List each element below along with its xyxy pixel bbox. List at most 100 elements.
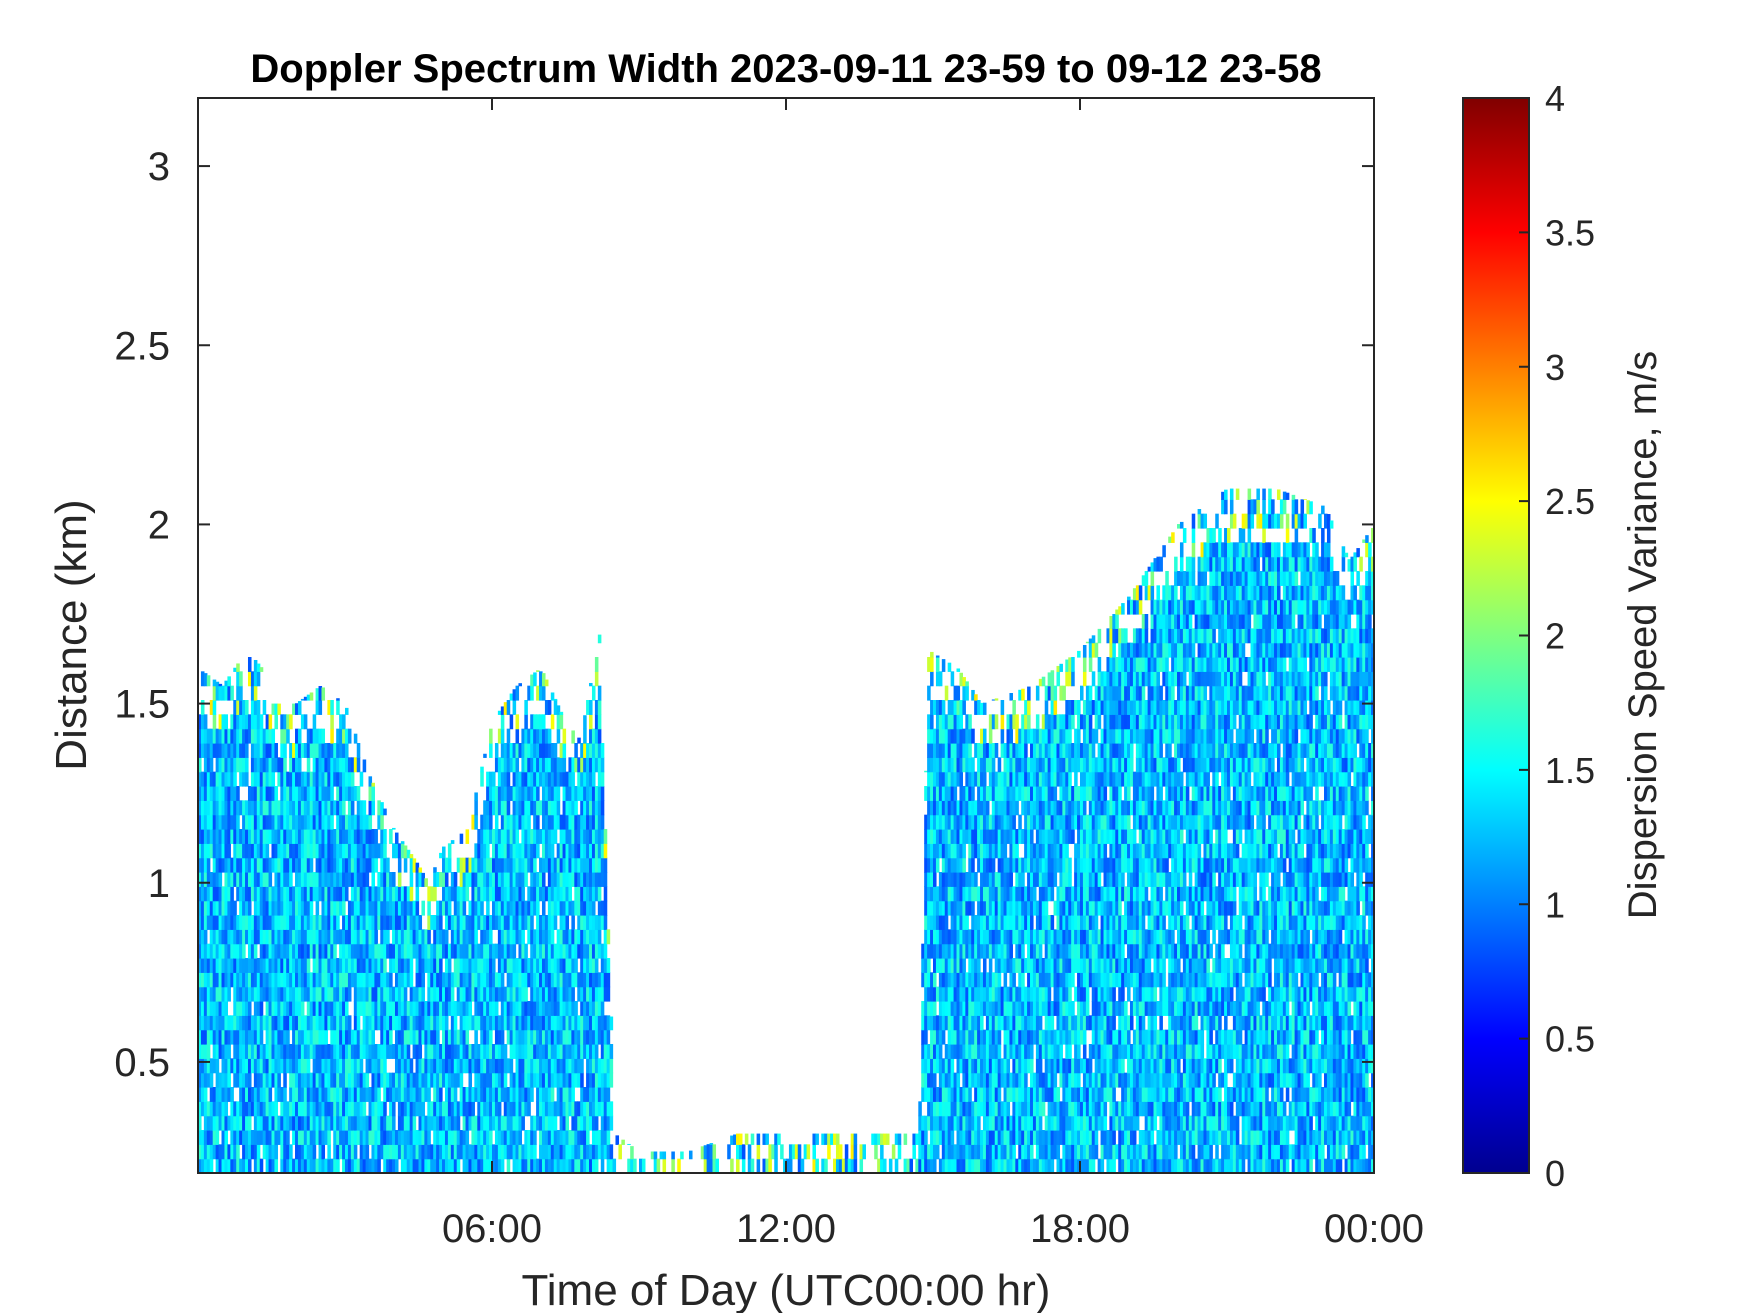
heatmap-cell (935, 886, 940, 902)
heatmap-cell (424, 1144, 428, 1160)
heatmap-cell (527, 1087, 531, 1102)
heatmap-cell (362, 886, 367, 902)
heatmap-cell (597, 700, 602, 715)
heatmap-cell (459, 900, 464, 916)
heatmap-cell (318, 728, 323, 744)
heatmap-cell (283, 1101, 287, 1117)
heatmap-cell (577, 843, 581, 859)
heatmap-cell (583, 786, 587, 801)
heatmap-cell (312, 1015, 317, 1031)
heatmap-cell (345, 757, 349, 773)
heatmap-cell (550, 886, 555, 902)
heatmap-cell (539, 757, 543, 773)
heatmap-cell (295, 1115, 299, 1131)
heatmap-cell (556, 1101, 561, 1117)
heatmap-cell (221, 786, 226, 801)
heatmap-cell (286, 814, 290, 830)
heatmap-cell (924, 929, 928, 945)
heatmap-cell (515, 886, 520, 902)
heatmap-cell (239, 1072, 243, 1088)
heatmap-cell (242, 915, 246, 930)
heatmap-cell (315, 700, 320, 715)
heatmap-cell (930, 714, 934, 730)
heatmap-cell (274, 872, 278, 887)
heatmap-cell (550, 943, 555, 959)
heatmap-cell (965, 1130, 969, 1145)
heatmap-cell (247, 814, 252, 830)
heatmap-cell (489, 1115, 493, 1131)
heatmap-cell (506, 757, 511, 773)
heatmap-cell (1012, 1101, 1016, 1117)
heatmap-cell (1006, 1058, 1011, 1074)
heatmap-cell (715, 1158, 719, 1173)
heatmap-cell (515, 743, 520, 758)
heatmap-cell (295, 915, 299, 930)
heatmap-cell (982, 702, 987, 715)
heatmap-cell (506, 986, 511, 1002)
heatmap-cell (480, 1044, 484, 1059)
heatmap-cell (400, 1144, 405, 1160)
heatmap-cell (321, 1144, 326, 1160)
heatmap-cell (330, 958, 334, 973)
heatmap-cell (247, 1115, 252, 1131)
heatmap-cell (947, 1044, 952, 1059)
heatmap-cell (606, 986, 611, 1002)
heatmap-cell (541, 728, 546, 744)
heatmap-cell (474, 1087, 478, 1102)
heatmap-cell (198, 1058, 202, 1074)
heatmap-cell (765, 1158, 769, 1173)
heatmap-cell (492, 958, 496, 973)
heatmap-cell (271, 915, 276, 930)
heatmap-cell (392, 900, 396, 916)
heatmap-cell (421, 1101, 425, 1117)
heatmap-cell (368, 1058, 373, 1074)
heatmap-cell (568, 1072, 572, 1088)
heatmap-cell (286, 1130, 290, 1145)
heatmap-cell (509, 1044, 514, 1059)
heatmap-cell (474, 1130, 478, 1145)
heatmap-cell (497, 1029, 502, 1045)
heatmap-cell (594, 1144, 599, 1160)
heatmap-cell (524, 943, 528, 959)
heatmap-cell (938, 872, 943, 887)
heatmap-cell (280, 1130, 284, 1145)
heatmap-cell (471, 886, 475, 902)
heatmap-cell (297, 1015, 302, 1031)
heatmap-cell (712, 1158, 717, 1173)
heatmap-cell (242, 757, 246, 773)
heatmap-cell (259, 667, 264, 672)
heatmap-cell (527, 1001, 531, 1016)
heatmap-cell (550, 829, 555, 844)
heatmap-cell (941, 1115, 946, 1131)
heatmap-cell (956, 743, 961, 758)
heatmap-cell (547, 972, 552, 988)
heatmap-cell (962, 886, 966, 902)
heatmap-cell (406, 1058, 411, 1074)
heatmap-cell (277, 1130, 281, 1145)
heatmap-cell (1006, 1144, 1011, 1160)
heatmap-cell (547, 757, 552, 773)
heatmap-cell (336, 771, 340, 787)
heatmap-cell (292, 814, 296, 830)
heatmap-cell (574, 943, 578, 959)
heatmap-cell (515, 1015, 520, 1031)
heatmap-cell (459, 1130, 464, 1145)
heatmap-cell (497, 857, 502, 873)
heatmap-cell (315, 986, 320, 1002)
heatmap-cell (206, 1072, 211, 1088)
heatmap-cell (377, 1072, 381, 1088)
heatmap-cell (424, 1072, 428, 1088)
heatmap-cell (494, 1001, 499, 1016)
heatmap-cell (486, 1115, 490, 1131)
heatmap-cell (547, 1044, 552, 1059)
heatmap-cell (297, 872, 302, 887)
heatmap-cell (527, 857, 531, 873)
heatmap-cell (365, 1144, 370, 1160)
heatmap-cell (812, 1158, 816, 1173)
heatmap-cell (339, 800, 343, 816)
heatmap-cell (450, 1001, 455, 1016)
heatmap-cell (959, 814, 963, 830)
heatmap-cell (574, 1072, 578, 1088)
heatmap-cell (988, 1144, 993, 1160)
heatmap-cell (991, 1072, 996, 1088)
